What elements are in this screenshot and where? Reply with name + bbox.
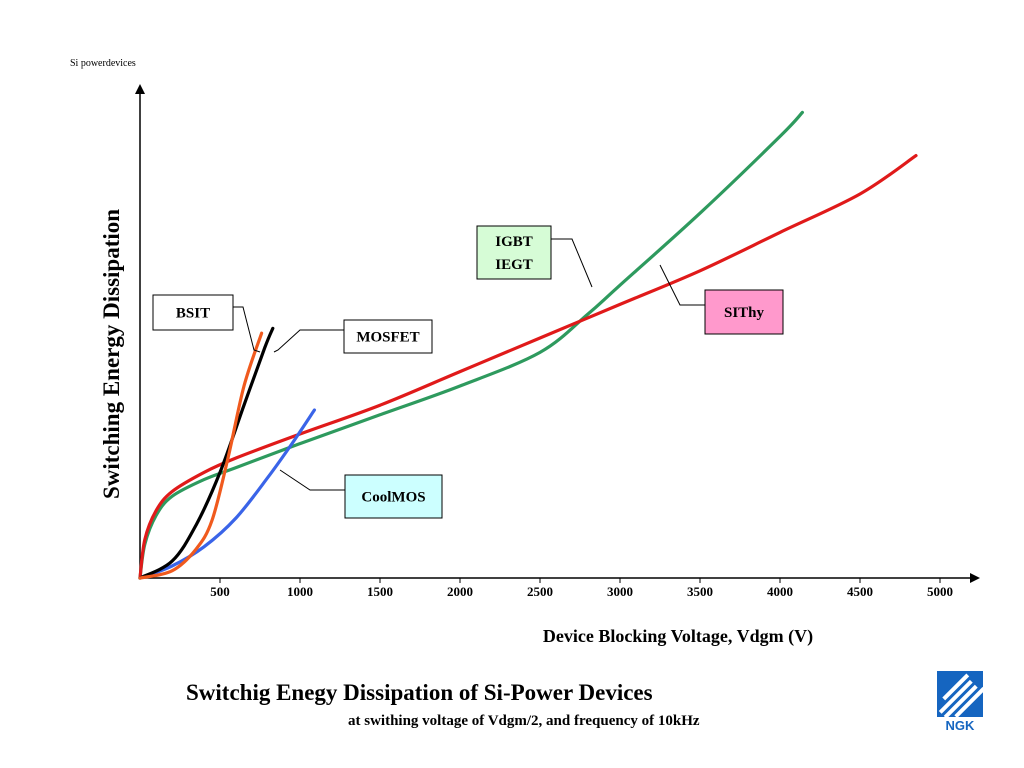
series-line-sithy: [138, 154, 918, 580]
x-tick-label: 3000: [607, 584, 633, 599]
corner-label: Si powerdevices: [70, 58, 136, 69]
callout-box-mosfet: [343, 319, 433, 354]
callout-box-coolmos: [344, 474, 443, 519]
callout-box-sithy: [704, 289, 784, 335]
x-axis-arrow: [970, 573, 980, 583]
y-axis-arrow: [135, 84, 145, 94]
callout-label-sithy: SIThy: [724, 305, 765, 321]
callout-box-bsit: [152, 294, 234, 331]
chart-title: Switchig Enegy Dissipation of Si-Power D…: [186, 680, 653, 705]
y-axis-label: Switching Energy Dissipation: [99, 209, 124, 499]
callout-leader-coolmos: [279, 469, 345, 491]
logo-text: NGK: [946, 718, 976, 733]
series-line-mosfet: [138, 326, 275, 580]
chart-subtitle: at swithing voltage of Vdgm/2, and frequ…: [348, 713, 700, 729]
series-line-coolmos: [138, 408, 316, 580]
x-axis-label: Device Blocking Voltage, Vdgm (V): [543, 626, 813, 647]
callout-leader-bsit: [233, 306, 261, 353]
callout-label-coolmos: CoolMOS: [361, 490, 425, 506]
ngk-logo: NGK: [937, 671, 983, 733]
x-tick-label: 2500: [527, 584, 553, 599]
callout-label-bsit: BSIT: [176, 306, 210, 322]
callout-leader-sithy: [659, 264, 705, 306]
callout-label-iegt: IEGT: [495, 257, 533, 273]
series-line-igbt-iegt: [138, 110, 804, 580]
x-tick-label: 5000: [927, 584, 953, 599]
x-tick-label: 4500: [847, 584, 873, 599]
callout-label-igbt: IGBT: [495, 234, 533, 250]
x-tick-label: 1000: [287, 584, 313, 599]
callout-leader-mosfet: [273, 329, 344, 353]
x-tick-label: 500: [210, 584, 230, 599]
x-tick-label: 1500: [367, 584, 393, 599]
callout-box-igbt-iegt: [476, 225, 552, 280]
callout-leader-igbt-iegt: [551, 238, 593, 288]
x-tick-label: 3500: [687, 584, 713, 599]
callout-label-mosfet: MOSFET: [356, 330, 419, 346]
series-line-bsit: [138, 331, 264, 580]
x-tick-label: 2000: [447, 584, 473, 599]
x-tick-label: 4000: [767, 584, 793, 599]
